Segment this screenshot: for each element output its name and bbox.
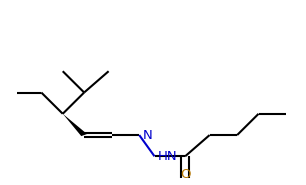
Text: HN: HN — [158, 150, 177, 163]
Text: N: N — [142, 129, 152, 142]
Polygon shape — [63, 114, 87, 136]
Text: O: O — [180, 168, 190, 181]
